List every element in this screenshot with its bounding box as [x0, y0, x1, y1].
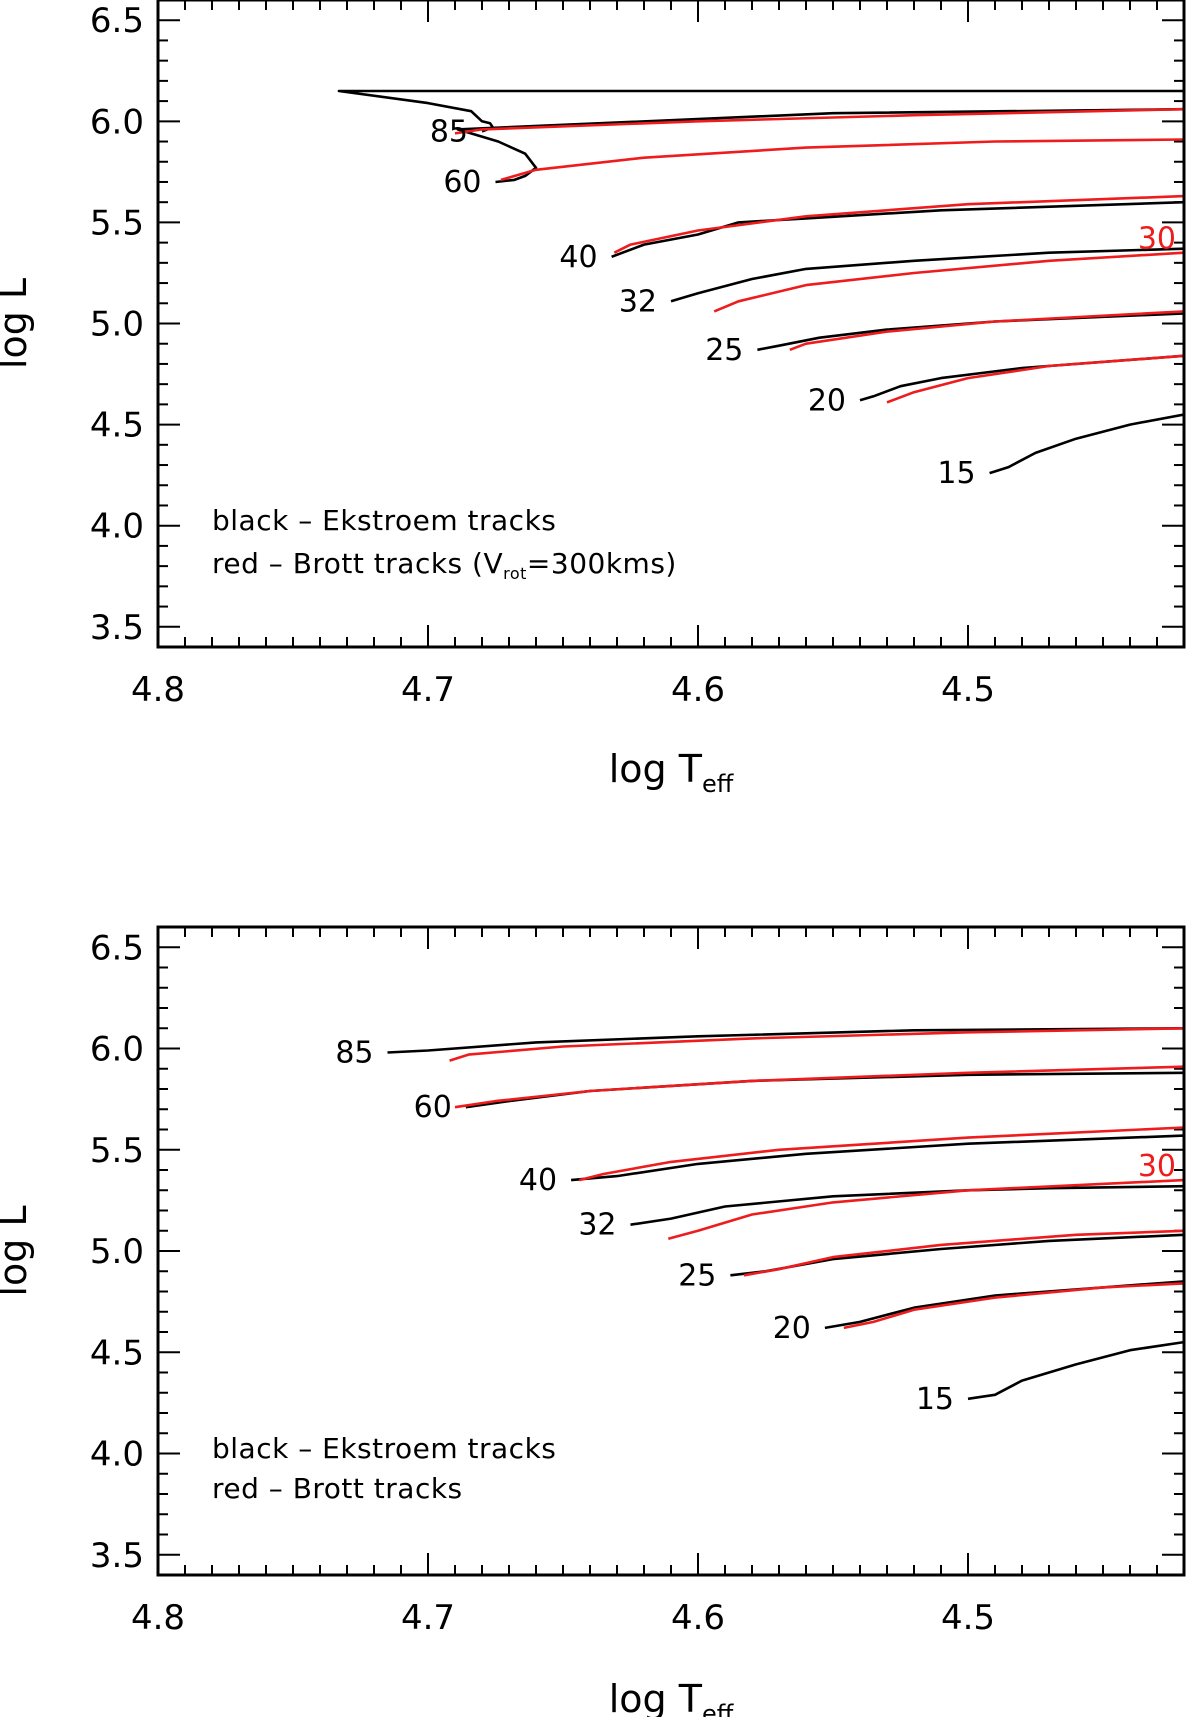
y-tick-label: 4.0: [90, 1435, 144, 1475]
track-label-brott-30: 30: [1138, 222, 1176, 257]
track-brott-20: [886, 354, 1184, 404]
track-ekstroem-15: [967, 1340, 1184, 1401]
x-tick-label: 4.7: [401, 1598, 455, 1638]
track-label-ekstroem-85: 85: [335, 1036, 373, 1071]
legend-line-red: red – Brott tracks: [212, 1472, 463, 1505]
y-tick-label: 5.5: [90, 1131, 144, 1171]
track-ekstroem-15: [989, 413, 1184, 475]
track-ekstroem-32: [630, 1184, 1184, 1226]
y-axis-title: log L: [0, 278, 35, 369]
track-label-ekstroem-20: 20: [808, 383, 846, 418]
track-brott-20: [843, 1282, 1184, 1330]
track-label-ekstroem-40: 40: [519, 1163, 557, 1198]
y-tick-label: 5.0: [90, 305, 144, 345]
series-layer: [387, 1027, 1184, 1401]
track-ekstroem-85: [337, 89, 1184, 133]
y-tick-label: 6.5: [90, 1, 144, 41]
chart-panel-bottom: 3.5 4.0 4.5 5.0 5.5 6.0 6.5 4.8 4.7 4.6 4.5 85 60 40…: [0, 925, 1186, 1717]
x-tick-label: 4.5: [941, 1598, 995, 1638]
track-label-ekstroem-15: 15: [916, 1382, 954, 1417]
legend-line-red: red – Brott tracks (Vrot=300kms): [212, 547, 677, 583]
x-axis-title: log Teff: [609, 747, 734, 798]
track-label-ekstroem-32: 32: [578, 1208, 616, 1243]
legend-line-black: black – Ekstroem tracks: [212, 504, 556, 537]
x-tick-label: 4.6: [671, 1598, 725, 1638]
x-axis-title: log Teff: [609, 1677, 734, 1717]
track-labels: 85 60 40 32 25 20 15 30: [335, 1036, 1176, 1417]
x-tick-label: 4.8: [131, 1598, 185, 1638]
track-label-ekstroem-85: 85: [430, 114, 468, 149]
track-brott-85: [449, 1027, 1184, 1062]
legend-line-black: black – Ekstroem tracks: [212, 1432, 556, 1465]
tick-layer: 3.5 4.0 4.5 5.0 5.5 6.0 6.5 4.8 4.7 4.6 4.5: [90, 0, 1185, 710]
track-label-ekstroem-60: 60: [414, 1090, 452, 1125]
plot-frame: [156, 0, 1186, 649]
track-ekstroem-25: [757, 312, 1184, 352]
track-label-ekstroem-15: 15: [937, 456, 975, 491]
x-tick-label: 4.6: [671, 670, 725, 710]
track-ekstroem-60: [456, 107, 1184, 184]
y-tick-label: 4.5: [90, 406, 144, 446]
track-ekstroem-25: [730, 1233, 1184, 1277]
track-label-ekstroem-32: 32: [619, 284, 657, 319]
track-brott-40: [613, 194, 1184, 254]
track-brott-25: [789, 310, 1184, 352]
track-ekstroem-40: [611, 200, 1184, 259]
y-tick-label: 6.0: [90, 1030, 144, 1070]
track-brott-25: [743, 1229, 1184, 1277]
x-tick-label: 4.5: [941, 670, 995, 710]
y-tick-label: 3.5: [90, 1536, 144, 1576]
y-tick-label: 5.0: [90, 1232, 144, 1272]
legend-suffix: =300kms): [527, 547, 677, 580]
track-label-ekstroem-20: 20: [773, 1311, 811, 1346]
track-label-ekstroem-40: 40: [559, 240, 597, 275]
y-tick-label: 3.5: [90, 608, 144, 648]
track-ekstroem-32: [670, 247, 1184, 303]
y-axis-title: log L: [0, 1205, 35, 1296]
track-ekstroem-85: [387, 1027, 1184, 1054]
track-label-ekstroem-60: 60: [443, 165, 481, 200]
tick-layer: 3.5 4.0 4.5 5.0 5.5 6.0 6.5 4.8 4.7 4.6 4.5: [90, 926, 1185, 1638]
y-tick-label: 5.5: [90, 203, 144, 243]
legend-subscript: rot: [503, 564, 527, 583]
chart-panel-top: 3.5 4.0 4.5 5.0 5.5 6.0 6.5 4.8 4.7 4.6 4.5 85 60 40…: [0, 0, 1186, 798]
track-labels: 85 60 40 32 25 20 15 30: [430, 114, 1176, 491]
track-brott-30: [667, 1178, 1184, 1241]
track-label-brott-30: 30: [1138, 1149, 1176, 1184]
track-brott-85: [454, 107, 1184, 135]
x-axis-title-subscript: eff: [702, 1700, 734, 1717]
series-layer: [337, 89, 1184, 475]
track-label-ekstroem-25: 25: [705, 333, 743, 368]
y-tick-label: 4.0: [90, 507, 144, 547]
x-tick-label: 4.8: [131, 670, 185, 710]
track-brott-30: [713, 251, 1184, 313]
track-label-ekstroem-25: 25: [678, 1258, 716, 1293]
x-axis-title-subscript: eff: [702, 770, 734, 798]
track-brott-60: [500, 138, 1184, 182]
plot-frame: [156, 925, 1186, 1577]
track-brott-40: [578, 1126, 1184, 1182]
y-tick-label: 4.5: [90, 1333, 144, 1373]
track-brott-60: [454, 1065, 1184, 1109]
track-ekstroem-40: [570, 1134, 1184, 1182]
y-tick-label: 6.0: [90, 102, 144, 142]
y-tick-label: 6.5: [90, 928, 144, 968]
x-tick-label: 4.7: [401, 670, 455, 710]
